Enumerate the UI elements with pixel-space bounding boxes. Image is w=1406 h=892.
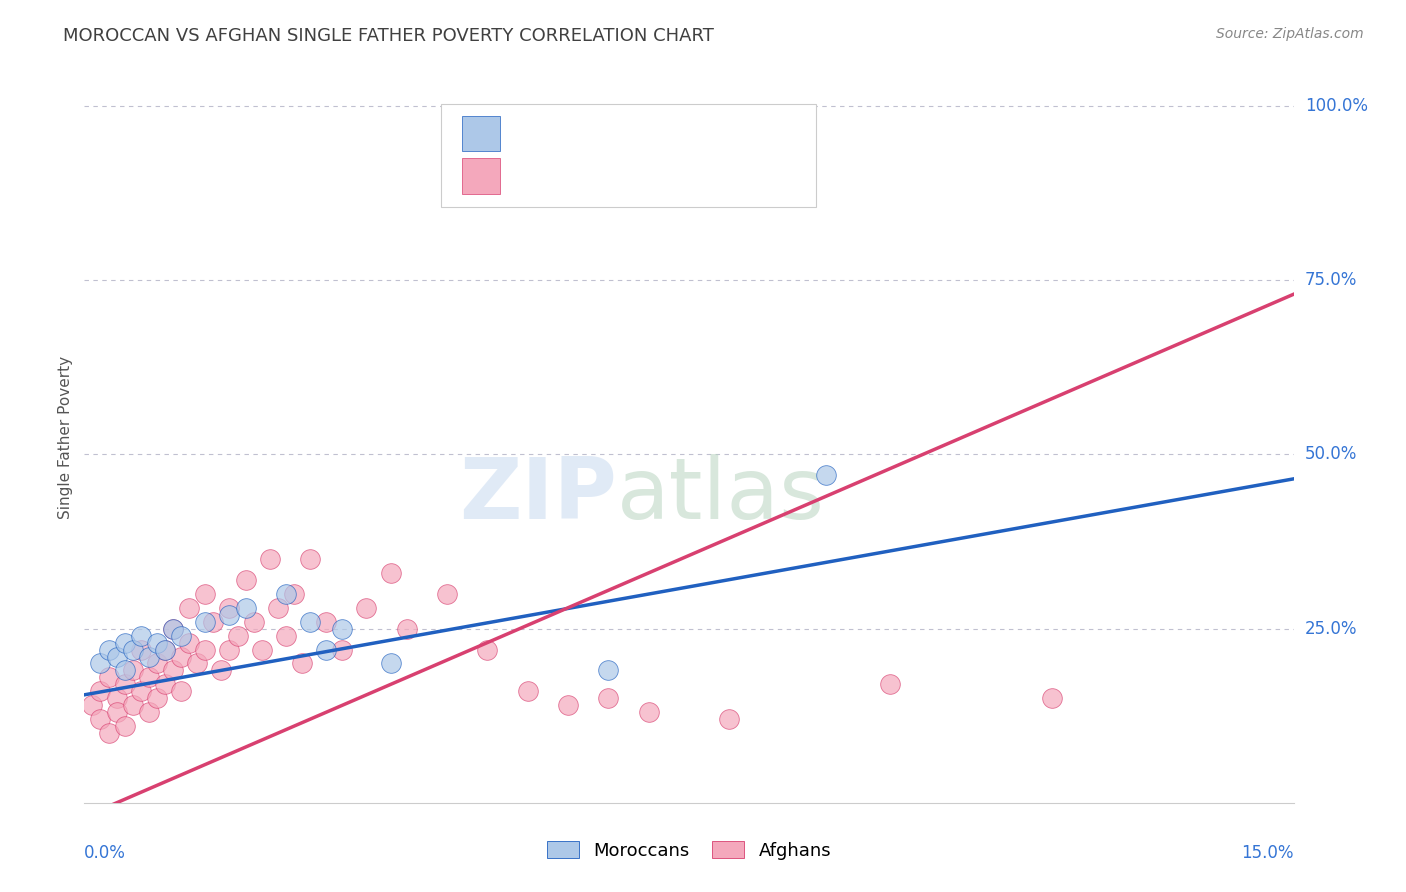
Point	[114, 719, 136, 733]
Point	[129, 684, 152, 698]
Point	[89, 657, 111, 671]
Point	[557, 698, 579, 713]
Text: 50.0%: 50.0%	[1305, 445, 1357, 464]
Point	[138, 649, 160, 664]
Text: R = 0.563: R = 0.563	[515, 167, 613, 185]
Point	[218, 642, 240, 657]
Point	[1040, 691, 1063, 706]
Bar	[461, 116, 501, 151]
Text: 0.0%: 0.0%	[84, 845, 127, 863]
Point	[146, 635, 169, 649]
Point	[315, 642, 337, 657]
Text: MOROCCAN VS AFGHAN SINGLE FATHER POVERTY CORRELATION CHART: MOROCCAN VS AFGHAN SINGLE FATHER POVERTY…	[63, 27, 714, 45]
Point	[114, 635, 136, 649]
Point	[226, 629, 249, 643]
Point	[114, 664, 136, 678]
Point	[194, 587, 217, 601]
Point	[114, 677, 136, 691]
Point	[146, 657, 169, 671]
Text: ZIP: ZIP	[458, 454, 616, 537]
Point	[637, 705, 659, 719]
Point	[89, 684, 111, 698]
Point	[477, 642, 499, 657]
FancyBboxPatch shape	[441, 104, 815, 207]
Point	[138, 705, 160, 719]
Point	[330, 642, 353, 657]
Point	[516, 684, 538, 698]
Point	[179, 635, 201, 649]
Point	[299, 552, 322, 566]
Point	[138, 670, 160, 684]
Point	[202, 615, 225, 629]
Point	[162, 622, 184, 636]
Point	[291, 657, 314, 671]
Text: 100.0%: 100.0%	[1305, 97, 1368, 115]
Point	[162, 664, 184, 678]
Point	[218, 600, 240, 615]
Point	[162, 622, 184, 636]
Point	[186, 657, 208, 671]
Point	[146, 691, 169, 706]
Point	[235, 573, 257, 587]
Point	[121, 698, 143, 713]
Text: 75.0%: 75.0%	[1305, 271, 1357, 289]
Point	[209, 664, 232, 678]
Point	[153, 677, 176, 691]
Point	[105, 649, 128, 664]
Point	[97, 670, 120, 684]
Point	[814, 468, 837, 483]
Text: 15.0%: 15.0%	[1241, 845, 1294, 863]
Text: N = 22: N = 22	[658, 125, 725, 143]
Point	[380, 657, 402, 671]
Point	[97, 642, 120, 657]
Point	[170, 649, 193, 664]
Bar	[461, 159, 501, 194]
Point	[170, 684, 193, 698]
Point	[82, 698, 104, 713]
Text: Source: ZipAtlas.com: Source: ZipAtlas.com	[1216, 27, 1364, 41]
Point	[267, 600, 290, 615]
Point	[879, 677, 901, 691]
Point	[380, 566, 402, 580]
Point	[218, 607, 240, 622]
Y-axis label: Single Father Poverty: Single Father Poverty	[58, 356, 73, 518]
Point	[274, 629, 297, 643]
Point	[436, 587, 458, 601]
Point	[89, 712, 111, 726]
Point	[299, 615, 322, 629]
Point	[194, 615, 217, 629]
Text: 25.0%: 25.0%	[1305, 620, 1357, 638]
Legend: Moroccans, Afghans: Moroccans, Afghans	[540, 834, 838, 867]
Point	[179, 600, 201, 615]
Point	[598, 664, 620, 678]
Point	[315, 615, 337, 629]
Point	[194, 642, 217, 657]
Point	[250, 642, 273, 657]
Point	[153, 642, 176, 657]
Point	[718, 712, 741, 726]
Text: N = 57: N = 57	[658, 167, 725, 185]
Point	[129, 629, 152, 643]
Point	[274, 587, 297, 601]
Point	[105, 691, 128, 706]
Point	[235, 600, 257, 615]
Point	[105, 705, 128, 719]
Text: atlas: atlas	[616, 454, 824, 537]
Point	[598, 691, 620, 706]
Point	[121, 642, 143, 657]
Point	[129, 642, 152, 657]
Point	[395, 622, 418, 636]
Text: R = 0.590: R = 0.590	[515, 125, 613, 143]
Point	[242, 615, 264, 629]
Point	[330, 622, 353, 636]
Point	[259, 552, 281, 566]
Point	[153, 642, 176, 657]
Point	[97, 726, 120, 740]
Point	[121, 664, 143, 678]
Point	[283, 587, 305, 601]
Point	[356, 600, 378, 615]
Point	[170, 629, 193, 643]
